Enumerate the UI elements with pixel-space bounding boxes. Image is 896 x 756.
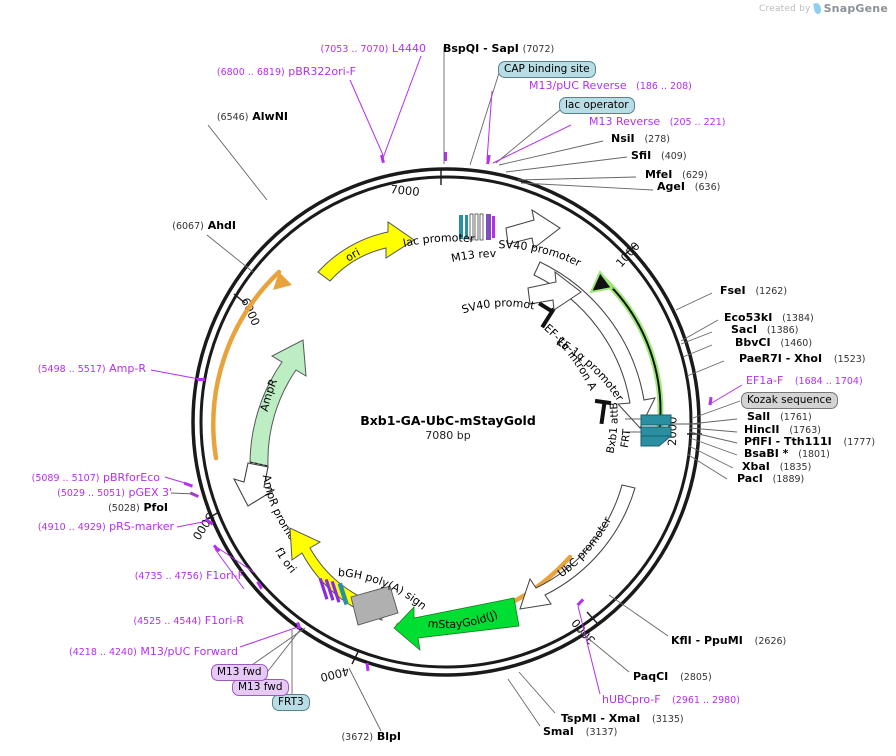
leader-lines-enzyme-right [675, 292, 741, 480]
label-l4440[interactable]: (7053 .. 7070) L4440 [320, 42, 426, 55]
feature-ori[interactable] [317, 221, 415, 282]
leader-lines-primer-right [709, 384, 743, 405]
label-mfei[interactable]: MfeI (629) [645, 168, 708, 181]
snapgene-branding: Created by SnapGene [759, 2, 888, 15]
label-m13-reverse[interactable]: M13 Reverse (205 .. 221) [589, 115, 726, 128]
feature-ef1a-intron-a[interactable] [538, 301, 612, 425]
label-f1ori-r[interactable]: (4525 .. 4544) F1ori-R [133, 614, 244, 627]
brand-name: SnapGene [823, 2, 888, 15]
feature-frt[interactable] [640, 426, 673, 447]
feature-ubc-promoter[interactable] [519, 484, 636, 610]
feature-bgh-polya[interactable] [350, 585, 399, 626]
label-m13-puc-reverse[interactable]: M13/pUC Reverse (186 .. 208) [529, 79, 692, 92]
tick-label-4000: 4000 [319, 664, 351, 685]
label-agei[interactable]: AgeI (636) [657, 180, 721, 193]
label-ahdi[interactable]: (6067) AhdI [172, 219, 236, 232]
feature-lac-promoter-marks[interactable] [459, 213, 495, 241]
label-alwni[interactable]: (6546) AlwNI [216, 110, 288, 123]
label-m13-fwd-b[interactable]: M13 fwd [232, 679, 289, 696]
primer-site-marks [183, 152, 713, 672]
label-ef1a-f[interactable]: EF1a-F (1684 .. 1704) [746, 374, 863, 387]
feature-ampr[interactable] [249, 339, 307, 467]
leader-lines-primer-bottomleft [214, 547, 299, 648]
feature-label-frt: FRT [619, 428, 633, 449]
tick-label-7000: 7000 [390, 182, 421, 199]
label-blpi[interactable]: (3672) BlpI [341, 730, 401, 743]
page-title: Bxb1-GA-UbC-mStayGold [360, 413, 536, 428]
label-fsei[interactable]: FseI (1262) [720, 284, 788, 297]
label-kfli-ppumi[interactable]: KflI - PpuMI (2626) [671, 634, 787, 647]
label-paci[interactable]: PacI (1889) [737, 472, 805, 485]
feature-label-ubc-promoter: UbC promoter [555, 514, 614, 580]
tick-label-5000: 5000 [190, 510, 218, 542]
leader-lines-primer-bottomright [577, 605, 601, 695]
plasmid-backbone [191, 167, 701, 677]
leader-lines-enzyme-topright [443, 47, 654, 191]
label-pgex-3prime[interactable]: (5029 .. 5051) pGEX 3' [57, 486, 172, 499]
leader-lines-primer-topright [486, 90, 572, 164]
label-bsabi[interactable]: BsaBI * (1801) [744, 447, 830, 460]
small-site-marks-bgh [318, 577, 349, 606]
label-m13-puc-forward[interactable]: (4218 .. 4240) M13/pUC Forward [68, 645, 238, 658]
plasmid-size: 7080 bp [425, 429, 471, 442]
label-hincii[interactable]: HincII (1763) [744, 423, 821, 436]
feature-label-m13-rev: M13 rev [450, 247, 497, 265]
label-hubcpro-f[interactable]: hUBCpro-F (2961 .. 2980) [602, 693, 740, 706]
leader-lines-enzyme-left [170, 492, 196, 495]
leader-lines-enzyme-topleft [206, 124, 268, 273]
feature-ef1a-promoter[interactable] [533, 261, 656, 429]
feature-bxb1-attb[interactable] [640, 414, 672, 426]
label-pbr322ori-f[interactable]: (6800 .. 6819) pBR322ori-F [216, 65, 356, 78]
label-pfoi[interactable]: (5028) PfoI [108, 501, 168, 514]
label-paqci[interactable]: PaqCI (2805) [633, 670, 712, 683]
brand-prefix: Created by [759, 3, 811, 14]
tick-label-6000: 6000 [238, 296, 263, 328]
label-tspmi-xmai[interactable]: TspMI - XmaI (3135) [561, 712, 684, 725]
feature-sv40-promoter-2[interactable] [527, 270, 582, 311]
feature-ampr-promoter[interactable] [232, 462, 276, 507]
label-sali[interactable]: SalI (1761) [747, 410, 812, 423]
label-saci[interactable]: SacI (1386) [731, 323, 799, 336]
leader-lines-enzyme-bottomright [507, 594, 669, 727]
label-amp-r[interactable]: (5498 .. 5517) Amp-R [37, 362, 146, 375]
label-bbvci[interactable]: BbvCI (1460) [735, 336, 813, 349]
label-prs-marker[interactable]: (4910 .. 4929) pRS-marker [37, 520, 174, 533]
label-bspqi-sapi[interactable]: BspQI - SapI (7072) [443, 42, 555, 55]
label-lac-operator[interactable]: lac operator [559, 97, 635, 114]
label-smai[interactable]: SmaI (3137) [543, 725, 618, 738]
tick-label-1000: 1000 [613, 239, 643, 270]
leader-lines-primer-left [150, 369, 209, 528]
label-eco53ki[interactable]: Eco53kI (1384) [724, 311, 814, 324]
label-cap-binding-site[interactable]: CAP binding site [498, 61, 596, 78]
label-pbrforeco[interactable]: (5089 .. 5107) pBRforEco [31, 471, 160, 484]
label-nsii[interactable]: NsiI (278) [611, 132, 671, 145]
label-xbai[interactable]: XbaI (1835) [742, 460, 812, 473]
label-pflfi-tth111i[interactable]: PflFI - Tth111I (1777) [744, 435, 876, 448]
label-frt3[interactable]: FRT3 [272, 694, 310, 711]
leader-lines-primer-topleft [349, 55, 422, 159]
label-sfii[interactable]: SfiI (409) [631, 149, 687, 162]
feature-sv40-promoter-1[interactable] [505, 208, 561, 249]
label-paer7i-xhoi[interactable]: PaeR7I - XhoI (1523) [739, 352, 866, 365]
label-f1ori-f[interactable]: (4735 .. 4756) F1ori-F [134, 569, 244, 582]
label-m13-fwd-a[interactable]: M13 fwd [211, 664, 268, 681]
label-kozak-sequence[interactable]: Kozak sequence [741, 392, 838, 409]
feature-mstaygold[interactable] [393, 597, 520, 652]
attb-leader-lines [625, 418, 700, 433]
